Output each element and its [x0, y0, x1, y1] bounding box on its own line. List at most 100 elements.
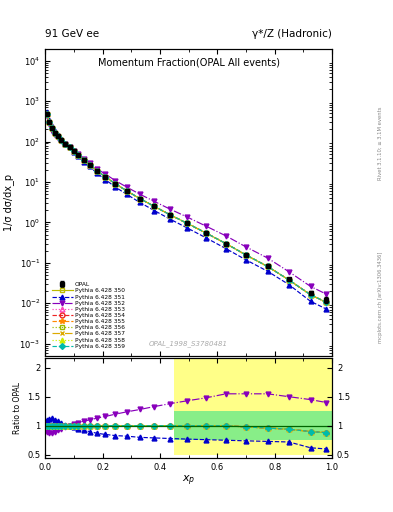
Pythia 6.428 358	[72, 148, 76, 155]
Pythia 6.428 352	[185, 214, 189, 220]
Text: Momentum Fraction(OPAL All events): Momentum Fraction(OPAL All events)	[97, 58, 280, 68]
Pythia 6.428 355	[168, 211, 173, 218]
Pythia 6.428 356	[152, 203, 156, 209]
Text: 91 GeV ee: 91 GeV ee	[45, 29, 99, 39]
Pythia 6.428 356	[47, 119, 52, 125]
Text: Rivet 3.1.10; ≥ 3.1M events: Rivet 3.1.10; ≥ 3.1M events	[378, 106, 383, 180]
Pythia 6.428 356	[53, 130, 58, 136]
Pythia 6.428 354	[67, 144, 72, 151]
Pythia 6.428 355	[125, 188, 129, 194]
Pythia 6.428 355	[113, 181, 118, 187]
Pythia 6.428 359	[94, 168, 99, 174]
Pythia 6.428 353	[113, 181, 118, 187]
Pythia 6.428 352	[53, 132, 58, 138]
Pythia 6.428 358	[82, 157, 86, 163]
Pythia 6.428 354	[204, 230, 208, 236]
Pythia 6.428 354	[125, 188, 129, 194]
Pythia 6.428 350	[125, 188, 129, 194]
Pythia 6.428 355	[152, 203, 156, 209]
Pythia 6.428 352	[72, 148, 76, 154]
Pythia 6.428 351	[224, 246, 228, 252]
Pythia 6.428 355	[103, 174, 108, 180]
Pythia 6.428 359	[138, 196, 142, 202]
Pythia 6.428 358	[125, 188, 129, 194]
Pythia 6.428 359	[125, 188, 129, 194]
Pythia 6.428 358	[204, 230, 208, 236]
Pythia 6.428 353	[63, 141, 68, 147]
Pythia 6.428 357	[59, 137, 63, 143]
Pythia 6.428 351	[265, 268, 270, 274]
Pythia 6.428 351	[113, 184, 118, 190]
Pythia 6.428 355	[204, 230, 208, 236]
Pythia 6.428 358	[265, 263, 270, 269]
Line: Pythia 6.428 350: Pythia 6.428 350	[44, 112, 329, 305]
Pythia 6.428 356	[63, 141, 68, 147]
Pythia 6.428 354	[53, 130, 58, 136]
Pythia 6.428 356	[76, 152, 81, 158]
Line: Pythia 6.428 357: Pythia 6.428 357	[44, 112, 329, 305]
Text: γ*/Z (Hadronic): γ*/Z (Hadronic)	[252, 29, 332, 39]
Pythia 6.428 357	[76, 152, 81, 158]
Pythia 6.428 355	[76, 152, 81, 158]
X-axis label: $x_p$: $x_p$	[182, 474, 195, 488]
Pythia 6.428 356	[324, 299, 329, 305]
Pythia 6.428 357	[324, 299, 329, 305]
Pythia 6.428 353	[308, 292, 313, 298]
Pythia 6.428 356	[82, 157, 86, 163]
Pythia 6.428 350	[72, 148, 76, 155]
Pythia 6.428 355	[308, 292, 313, 298]
Pythia 6.428 356	[44, 111, 49, 117]
Pythia 6.428 354	[287, 277, 292, 283]
Pythia 6.428 352	[287, 269, 292, 275]
Pythia 6.428 351	[308, 298, 313, 305]
Pythia 6.428 355	[44, 111, 49, 117]
Pythia 6.428 359	[204, 230, 208, 236]
Text: mcplots.cern.ch [arXiv:1306.3436]: mcplots.cern.ch [arXiv:1306.3436]	[378, 251, 383, 343]
Pythia 6.428 351	[185, 225, 189, 231]
Pythia 6.428 353	[59, 137, 63, 143]
Pythia 6.428 357	[224, 241, 228, 247]
Pythia 6.428 351	[152, 207, 156, 214]
Pythia 6.428 358	[47, 119, 52, 125]
Pythia 6.428 359	[224, 241, 228, 247]
Line: Pythia 6.428 359: Pythia 6.428 359	[44, 112, 329, 305]
Pythia 6.428 352	[44, 113, 49, 119]
Pythia 6.428 359	[185, 220, 189, 226]
Pythia 6.428 357	[244, 252, 248, 258]
Pythia 6.428 352	[125, 184, 129, 190]
Bar	[174, 359, 332, 455]
Pythia 6.428 355	[82, 157, 86, 163]
Pythia 6.428 354	[47, 119, 52, 125]
Pythia 6.428 358	[94, 168, 99, 174]
Pythia 6.428 351	[103, 177, 108, 183]
Pythia 6.428 352	[103, 171, 108, 177]
Pythia 6.428 358	[50, 125, 55, 131]
Pythia 6.428 350	[59, 137, 63, 143]
Pythia 6.428 350	[44, 111, 49, 117]
Pythia 6.428 356	[308, 292, 313, 298]
Pythia 6.428 359	[87, 161, 92, 167]
Pythia 6.428 350	[53, 130, 58, 136]
Pythia 6.428 352	[50, 127, 55, 134]
Pythia 6.428 356	[204, 230, 208, 236]
Pythia 6.428 357	[168, 211, 173, 218]
Pythia 6.428 358	[152, 203, 156, 209]
Pythia 6.428 353	[152, 203, 156, 209]
Pythia 6.428 354	[113, 181, 118, 187]
Pythia 6.428 355	[50, 125, 55, 131]
Pythia 6.428 353	[287, 277, 292, 283]
Pythia 6.428 350	[204, 230, 208, 236]
Bar	[174, 411, 332, 440]
Pythia 6.428 352	[168, 206, 173, 212]
Pythia 6.428 358	[308, 292, 313, 298]
Pythia 6.428 358	[113, 181, 118, 187]
Pythia 6.428 353	[76, 152, 81, 158]
Pythia 6.428 356	[138, 196, 142, 202]
Pythia 6.428 356	[103, 174, 108, 180]
Pythia 6.428 351	[59, 136, 63, 142]
Pythia 6.428 351	[53, 128, 58, 134]
Pythia 6.428 355	[87, 161, 92, 167]
Pythia 6.428 354	[168, 211, 173, 218]
Pythia 6.428 355	[56, 133, 61, 139]
Pythia 6.428 353	[94, 168, 99, 174]
